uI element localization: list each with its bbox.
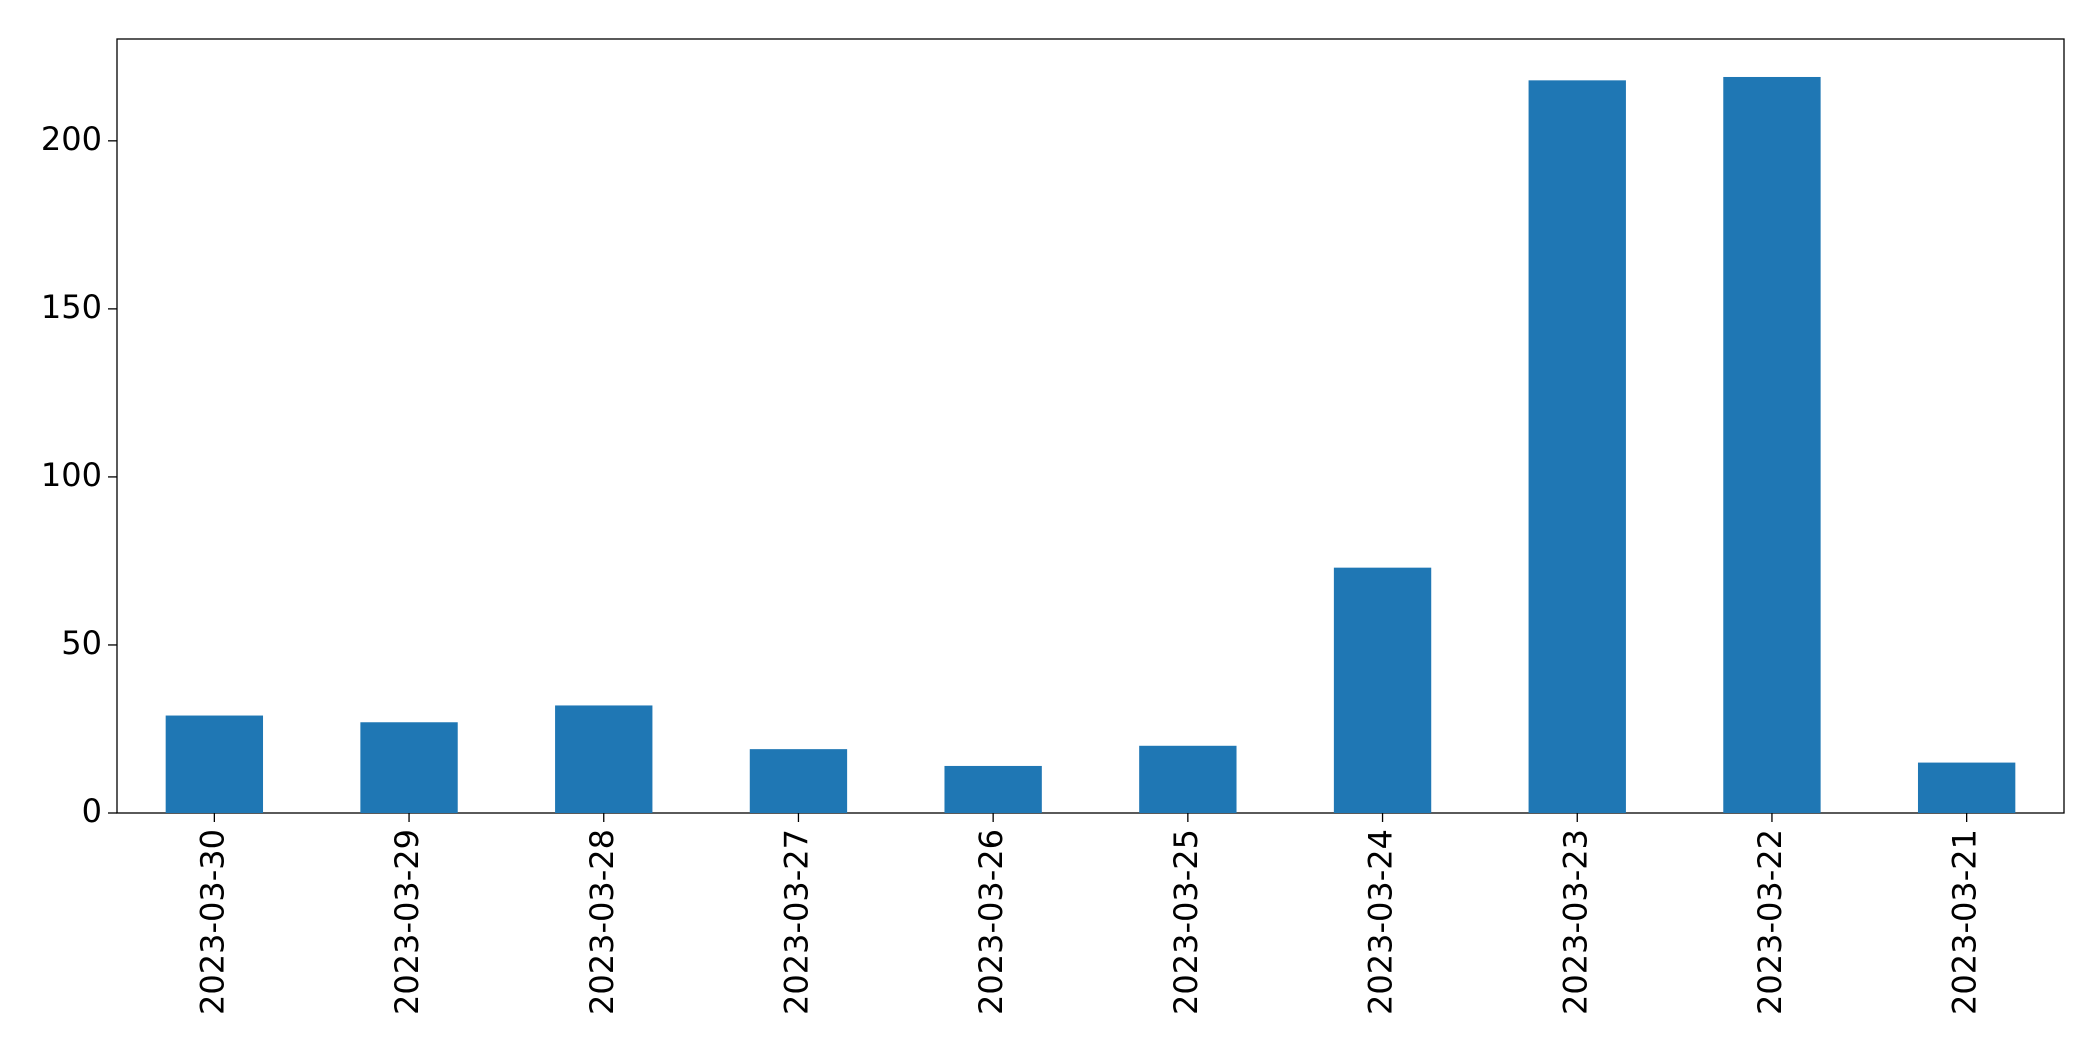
x-tick-label: 2023-03-21 xyxy=(1946,829,1984,1015)
x-tick-label: 2023-03-24 xyxy=(1362,829,1400,1015)
bar xyxy=(1723,76,1821,813)
bar xyxy=(360,722,458,813)
plot-frame xyxy=(116,38,2065,814)
x-tick-label: 2023-03-25 xyxy=(1167,829,1205,1015)
bar xyxy=(1528,80,1626,813)
y-tick-label: 0 xyxy=(82,792,102,830)
y-tick-label: 200 xyxy=(41,120,102,158)
bar xyxy=(749,749,848,813)
bar xyxy=(165,715,264,813)
bar xyxy=(1917,762,2016,813)
x-tick-label: 2023-03-27 xyxy=(777,829,815,1015)
y-tick-label: 150 xyxy=(41,288,102,326)
bar xyxy=(1333,567,1432,813)
x-tick-label: 2023-03-30 xyxy=(193,829,231,1015)
x-tick-label: 2023-03-29 xyxy=(388,829,426,1015)
bar xyxy=(1139,745,1237,813)
x-tick-label: 2023-03-28 xyxy=(583,829,621,1015)
x-tick-label: 2023-03-22 xyxy=(1751,829,1789,1015)
bar xyxy=(944,765,1042,813)
bar xyxy=(555,705,653,813)
x-tick-label: 2023-03-23 xyxy=(1556,829,1594,1015)
y-tick-label: 50 xyxy=(61,624,102,662)
x-tick-label: 2023-03-26 xyxy=(972,829,1010,1015)
y-tick-label: 100 xyxy=(41,456,102,494)
